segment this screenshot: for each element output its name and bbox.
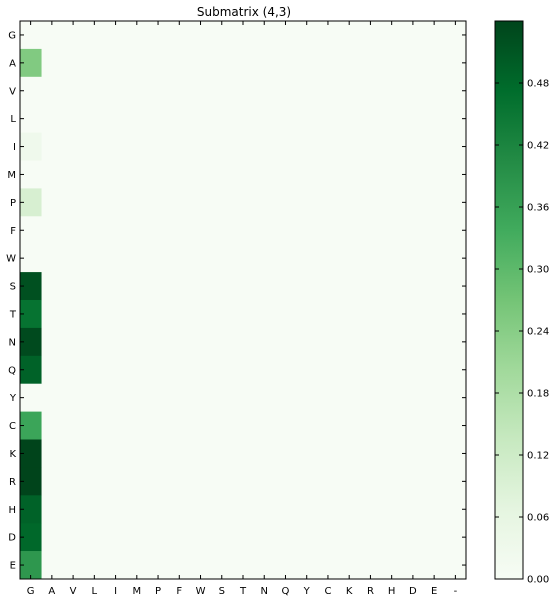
heatmap-cell (20, 76, 42, 105)
x-tick-label: C (324, 586, 331, 597)
colorbar-tick-label: 0.30 (527, 265, 549, 276)
y-tick-label: F (10, 226, 16, 237)
x-tick-label: M (132, 586, 141, 597)
heatmap-cell (20, 523, 42, 552)
y-tick-label: P (10, 198, 16, 209)
colorbar-tick-label: 0.24 (527, 327, 549, 338)
x-tick-label: V (70, 586, 77, 597)
x-tick-label: S (219, 586, 225, 597)
x-tick-label: E (431, 586, 437, 597)
colorbar-tick-label: 0.48 (527, 79, 549, 90)
heatmap-cell (20, 188, 42, 217)
heatmap-cell (20, 383, 42, 412)
y-tick-label: M (7, 170, 16, 181)
heatmap-background (20, 21, 466, 579)
y-tick-label: A (9, 58, 16, 69)
heatmap-cell (20, 48, 42, 78)
heatmap-cell (20, 244, 42, 273)
heatmap-cell (20, 495, 42, 524)
heatmap-cell (20, 104, 42, 133)
y-axis-tick-labels: G A V L I M P F W S T N Q Y C K R H D E (6, 30, 17, 571)
colorbar-tick-label: 0.12 (527, 451, 549, 462)
x-tick-label: G (27, 586, 35, 597)
x-tick-label: R (367, 586, 374, 597)
x-tick-label: - (454, 586, 458, 597)
y-tick-label: Q (8, 365, 16, 376)
y-tick-label: Y (9, 393, 17, 404)
y-tick-label: L (10, 114, 16, 125)
colorbar-tick-label: 0.42 (527, 141, 549, 152)
y-tick-label: N (9, 337, 16, 348)
y-tick-label: H (8, 505, 16, 516)
heatmap-cell (20, 355, 42, 384)
y-tick-label: K (9, 449, 16, 460)
x-tick-label: P (155, 586, 161, 597)
y-tick-label: E (10, 561, 16, 572)
heatmap-cell (20, 272, 42, 301)
x-tick-label: F (176, 586, 182, 597)
colorbar-tick-label: 0.06 (527, 513, 549, 524)
axis-ticks (20, 21, 466, 579)
heatmap-cell (20, 439, 42, 468)
heatmap-cell (20, 300, 42, 329)
x-tick-label: K (346, 586, 353, 597)
heatmap-cell (20, 216, 42, 245)
y-tick-label: D (8, 533, 16, 544)
y-tick-label: G (8, 30, 16, 41)
chart-title: Submatrix (4,3) (197, 5, 291, 19)
colorbar-tick-label: 0.00 (527, 575, 549, 586)
heatmap-cell (20, 160, 42, 189)
x-tick-label: I (114, 586, 117, 597)
colorbar-tick-label: 0.36 (527, 203, 549, 214)
x-tick-label: A (48, 586, 55, 597)
heatmap-cells (20, 21, 466, 580)
x-tick-label: W (196, 586, 206, 597)
x-tick-label: L (92, 586, 98, 597)
colorbar-ticks: 0.00 0.06 0.12 0.18 0.24 0.30 0.36 0.42 0.48 (495, 79, 549, 586)
heatmap-cell (20, 551, 42, 580)
y-tick-label: C (9, 421, 16, 432)
x-tick-label: N (260, 586, 267, 597)
y-tick-label: I (13, 142, 16, 153)
y-tick-label: T (9, 309, 17, 320)
heatmap-cell (20, 467, 42, 496)
heatmap-cell (20, 21, 42, 50)
heatmap-cell (20, 327, 42, 357)
x-tick-label: Y (303, 586, 311, 597)
colorbar-tick-label: 0.18 (527, 389, 549, 400)
x-tick-label: T (239, 586, 247, 597)
heatmap-cell (20, 132, 42, 161)
colorbar (494, 20, 524, 580)
x-tick-label: Q (282, 586, 290, 597)
y-tick-label: W (6, 254, 16, 265)
y-tick-label: V (9, 86, 16, 97)
heatmap-cell (20, 411, 42, 440)
x-tick-label: D (409, 586, 417, 597)
x-tick-label: H (388, 586, 396, 597)
y-tick-label: R (9, 477, 16, 488)
y-tick-label: S (10, 282, 16, 293)
